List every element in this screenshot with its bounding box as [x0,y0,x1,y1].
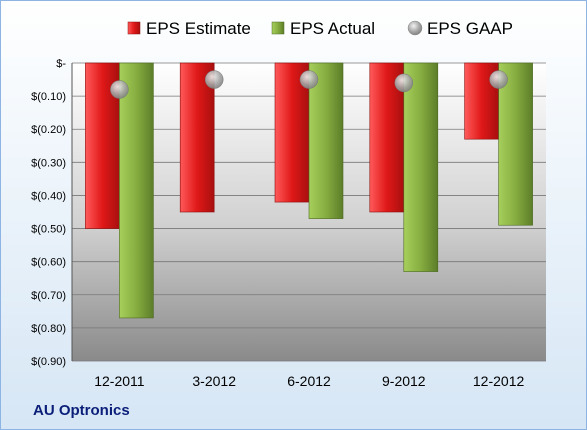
x-tick-label: 6-2012 [287,373,331,389]
x-tick-label: 12-2011 [94,373,145,389]
y-tick-label: $(0.90) [31,356,66,368]
y-tick-label: $(0.30) [31,157,66,169]
legend-swatch [271,21,285,35]
x-axis: 12-2011 3-2012 6-2012 9-2012 12-2012 [94,373,524,389]
x-tick-label: 9-2012 [382,373,426,389]
y-tick-label: $(0.40) [31,190,66,202]
y-tick-label: $(0.20) [31,124,66,136]
gaap-marker [299,70,319,89]
y-tick-label: $- [56,58,66,70]
legend-label: EPS Estimate [146,19,251,38]
y-tick-label: $(0.80) [31,323,66,335]
gaap-marker [394,73,414,93]
bar-eps-actual [498,62,533,226]
company-name: AU Optronics [33,402,130,419]
x-tick-label: 3-2012 [192,373,236,389]
y-tick-label: $(0.50) [31,224,66,236]
legend-label: EPS GAAP [427,19,513,38]
x-tick-label: 12-2012 [473,373,525,389]
bar-eps-actual [403,62,439,272]
y-tick-label: $(0.10) [31,91,66,103]
gaap-marker [204,70,224,89]
legend-swatch [127,21,141,35]
y-tick-label: $(0.60) [31,257,66,269]
gaap-markers [110,70,508,99]
legend-swatch [407,20,423,36]
y-axis: $- $(0.10) $(0.20) $(0.30) $(0.40) $(0.50) $(0… [31,58,73,368]
bar-eps-actual [119,62,154,319]
bar-eps-actual [308,62,344,219]
legend: EPS Estimate EPS Actual EPS GAAP [127,19,513,38]
legend-label: EPS Actual [290,19,375,38]
gaap-marker [489,70,508,89]
y-tick-label: $(0.70) [31,290,66,302]
gaap-marker [110,80,129,99]
bar-eps-estimate [179,62,215,213]
